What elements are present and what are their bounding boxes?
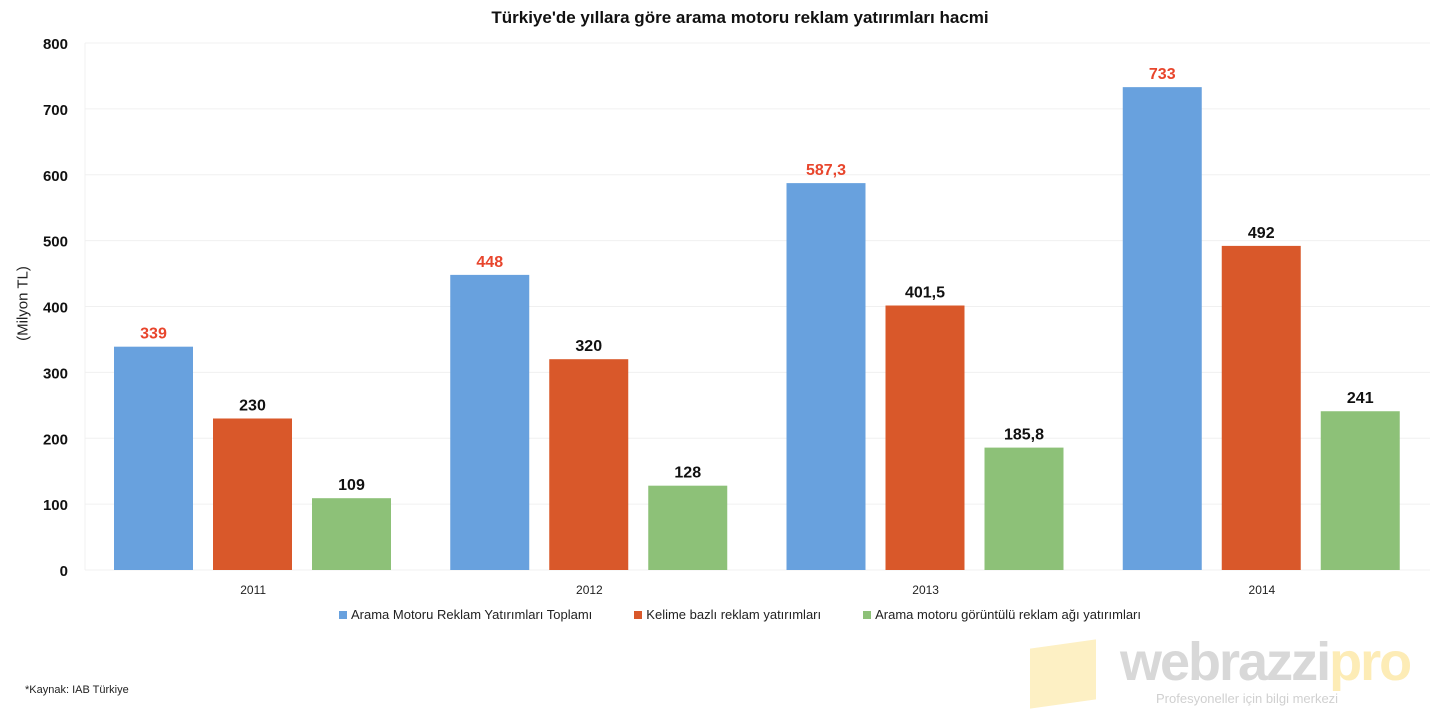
y-tick-label: 200 — [43, 431, 68, 448]
watermark-logo: webrazzipro Profesyoneller için bilgi me… — [1028, 635, 1438, 710]
bar — [1320, 411, 1400, 570]
cube-icon — [1030, 639, 1096, 709]
legend-swatch — [863, 610, 872, 619]
bar — [786, 183, 866, 570]
data-label: 320 — [575, 338, 602, 355]
legend-label: Arama motoru görüntülü reklam ağı yatırı… — [875, 607, 1142, 622]
source-note: *Kaynak: IAB Türkiye — [25, 684, 129, 696]
x-tick-label: 2013 — [912, 583, 939, 597]
logo-wordmark: webrazzipro — [1120, 635, 1412, 689]
legend: Arama Motoru Reklam Yatırımları Toplamı … — [0, 607, 1440, 622]
bar — [114, 346, 193, 570]
legend-item: Arama Motoru Reklam Yatırımları Toplamı — [338, 607, 593, 622]
data-label: 587,3 — [806, 162, 846, 179]
legend-item: Arama motoru görüntülü reklam ağı yatırı… — [863, 607, 1141, 622]
legend-label: Arama Motoru Reklam Yatırımları Toplamı — [350, 607, 593, 622]
legend-label: Kelime bazlı reklam yatırımları — [646, 607, 822, 622]
bar — [648, 485, 728, 570]
x-tick-label: 2012 — [576, 583, 603, 597]
data-label: 401,5 — [905, 285, 945, 302]
y-tick-label: 400 — [43, 300, 68, 317]
y-tick-label: 300 — [43, 365, 68, 382]
data-label: 185,8 — [1004, 427, 1044, 444]
bar — [213, 418, 292, 570]
logo-suffix: pro — [1329, 632, 1412, 692]
chart-title: Türkiye'de yıllara göre arama motoru rek… — [491, 8, 989, 27]
y-tick-label: 100 — [43, 497, 68, 514]
bar — [549, 359, 629, 570]
bar — [1221, 245, 1301, 570]
bar — [984, 447, 1064, 570]
bar — [450, 274, 530, 570]
data-label: 733 — [1149, 66, 1176, 83]
x-tick-label: 2014 — [1249, 583, 1276, 597]
logo-brand: webrazzi — [1120, 632, 1331, 692]
data-label: 448 — [476, 254, 503, 271]
y-tick-label: 0 — [60, 563, 68, 580]
data-label: 128 — [674, 465, 701, 482]
legend-swatch — [634, 610, 643, 619]
bar — [312, 498, 391, 570]
legend-item: Kelime bazlı reklam yatırımları — [634, 607, 821, 622]
data-label: 492 — [1248, 225, 1275, 242]
data-label: 339 — [140, 326, 167, 343]
x-tick-label: 2011 — [240, 583, 266, 597]
legend-swatch — [338, 610, 347, 619]
bar — [885, 305, 965, 570]
y-tick-label: 700 — [43, 102, 68, 119]
logo-tagline: Profesyoneller için bilgi merkezi — [1156, 691, 1339, 706]
y-tick-label: 800 — [43, 36, 68, 53]
data-label: 109 — [338, 477, 365, 494]
y-tick-label: 500 — [43, 234, 68, 251]
data-label: 241 — [1347, 390, 1374, 407]
bar — [1122, 87, 1202, 570]
data-label: 230 — [239, 397, 266, 414]
y-tick-label: 600 — [43, 168, 68, 185]
